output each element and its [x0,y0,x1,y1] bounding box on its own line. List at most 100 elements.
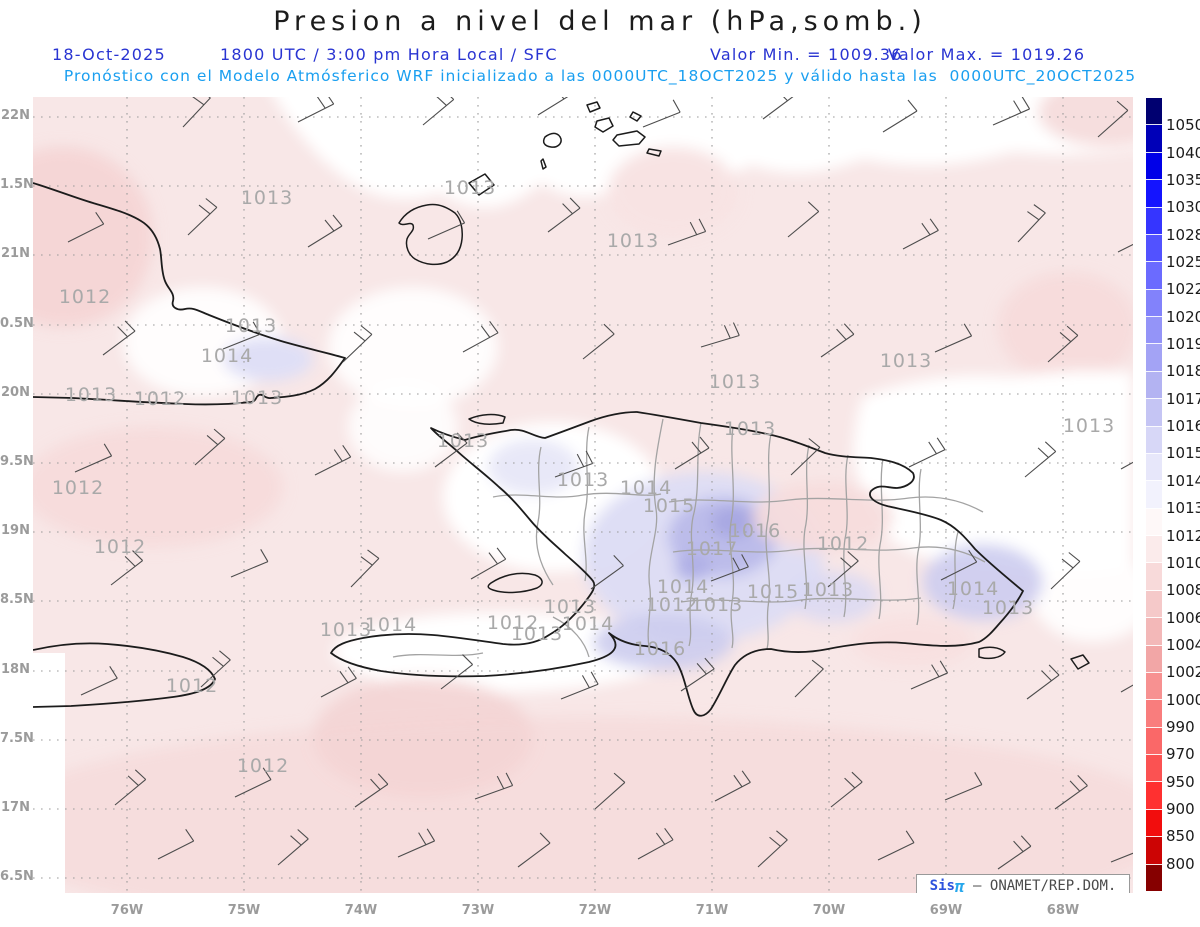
colorbar-segment [1146,453,1162,482]
wind-barb [222,321,261,350]
sispi-system-label: Sis [929,878,955,893]
colorbar-scale-value: 1015 [1166,444,1200,463]
wind-barb [554,450,594,478]
colorbar-scale-value: 900 [1166,799,1195,818]
colorbar-scale-value: 850 [1166,827,1195,846]
colorbar-scale-value: 1016 [1166,417,1200,436]
wind-barb [594,772,626,810]
wind-barb [902,218,939,250]
wind-barb [470,547,507,580]
wind-barb [230,549,269,578]
colorbar-segment [1146,371,1162,400]
wind-barb [462,321,499,353]
wind-barb [427,210,466,240]
wind-barb [820,323,855,358]
contour-label: 1016 [634,638,686,660]
wind-barb [827,551,859,588]
wind-barb [314,444,352,476]
contour-label: 1013 [544,596,596,618]
wind-barb [434,432,468,468]
contour-label: 1015 [643,495,695,517]
wind-barb [590,554,624,590]
lon-tick-label: 70W [812,903,846,918]
contour-label: 1013 [709,371,761,393]
lon-tick-label: 75W [227,903,261,918]
colorbar-segment [1146,590,1162,619]
lon-tick-label: 76W [110,903,144,918]
colorbar-scale-value: 1025 [1166,253,1200,272]
contour-label: 1014 [562,613,614,635]
credit-box: Sis π – ONAMET/REP.DOM. [916,874,1130,893]
wind-barb [1050,552,1081,590]
colorbar-scale-value: 1006 [1166,608,1200,627]
colorbar-scale-value: 990 [1166,717,1195,736]
colorbar-segment [1146,481,1162,509]
colorbar-scale-value: 1040 [1166,143,1200,162]
wind-barb [67,211,105,243]
contour-label: 1013 [511,623,563,645]
colorbar-scale-value: 1013 [1166,499,1200,518]
contour-label: 1013 [437,430,489,452]
contour-label: 1014 [657,576,709,598]
colorbar-segment [1146,344,1162,372]
lon-tick-label: 74W [344,903,378,918]
map-area: 1013 1013 1013 1012 1013 1014 1013 1012 1013 1013… [33,97,1133,893]
lat-tick-label: 8.5N [0,592,34,607]
wind-barb [354,773,389,808]
contour-label: 1014 [620,477,672,499]
colorbar-segment [1146,234,1162,263]
lat-tick-label: 19N [1,523,30,538]
colorbar-segment [1146,755,1162,783]
wind-barb [877,830,915,861]
colorbar-segment [1146,508,1162,536]
pressure-colorbar [1146,98,1162,891]
colorbar-segment [1146,563,1162,591]
wind-barb [757,830,788,868]
colorbar-scale-value: 1010 [1166,553,1200,572]
wind-barb [944,772,983,801]
wind-barb [537,97,569,116]
small-islands [398,101,1090,670]
colorbar-scale-value: 1012 [1166,526,1200,545]
contour-label: 1014 [201,345,253,367]
wind-barb [790,438,821,476]
colorbar-segment [1146,672,1162,701]
wind-barb [762,97,796,120]
colorbar-segment [1146,317,1162,345]
valor-max: Valor Max. = 1019.26 [888,45,1086,64]
colorbar-segment [1146,809,1162,838]
contour-label: 1012 [59,286,111,308]
forecast-date: 18-Oct-2025 [52,45,166,64]
lat-tick-label: 6.5N [0,869,34,884]
colorbar-scale-value: 1000 [1166,690,1200,709]
wind-barb [1097,100,1129,138]
wind-barb [787,201,820,238]
contour-label: 1012 [94,536,146,558]
model-info-line: Pronóstico con el Modelo Atmósferico WRF… [63,67,1137,85]
wind-barb [1120,438,1133,470]
wind-barb [187,198,218,236]
contour-label: 1013 [880,350,932,372]
wind-barb [667,218,707,246]
wind-barb [440,654,474,690]
colorbar-scale-value: 1022 [1166,280,1200,299]
colorbar-segment [1146,399,1162,427]
wind-barb [1024,441,1057,478]
wind-barb [307,214,343,248]
wind-barb [474,772,514,800]
jamaica-coastline [33,642,216,708]
coastlines [33,101,1090,717]
contour-label: 1017 [686,538,738,560]
colorbar-scale-value: 950 [1166,772,1195,791]
wind-barb [1054,774,1088,810]
colorbar-segment [1146,98,1162,126]
lon-tick-label: 73W [461,903,495,918]
lat-tick-label: 22N [1,108,30,123]
wind-barb [80,665,118,696]
lat-tick-label: 1.5N [0,177,34,192]
wind-barb [642,99,681,128]
colorbar-segment [1146,125,1162,153]
contour-label: 1013 [444,177,496,199]
